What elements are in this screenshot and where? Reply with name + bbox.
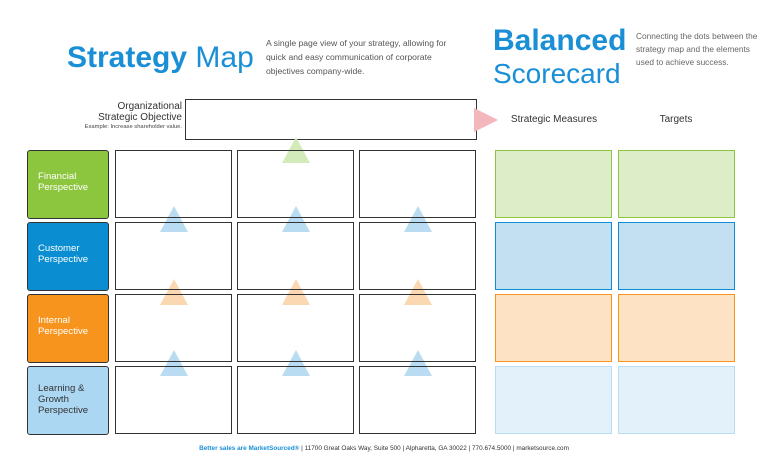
footer-brand: Better sales are MarketSourced® bbox=[199, 445, 300, 452]
perspective-label: Perspective bbox=[38, 254, 89, 265]
map-cell-learning-2[interactable] bbox=[237, 366, 354, 434]
objective-label-line1: Organizational bbox=[117, 101, 182, 112]
perspective-label: Perspective bbox=[38, 405, 89, 416]
triangle-up-icon bbox=[160, 350, 188, 376]
map-cell-internal-3[interactable] bbox=[359, 294, 476, 362]
measures-cell-internal[interactable] bbox=[495, 294, 612, 362]
perspective-learning-growth: Learning & Growth Perspective bbox=[27, 366, 109, 435]
perspective-customer: Customer Perspective bbox=[27, 222, 109, 291]
map-cell-learning-1[interactable] bbox=[115, 366, 232, 434]
perspective-label: Learning & bbox=[38, 383, 85, 394]
strategy-map-title: Strategy Map bbox=[67, 41, 254, 74]
objective-example: Example: Increase shareholder value. bbox=[84, 124, 182, 130]
triangle-up-icon bbox=[404, 279, 432, 305]
perspective-label: Customer bbox=[38, 243, 80, 254]
targets-cell-financial[interactable] bbox=[618, 150, 735, 218]
map-cell-internal-2[interactable] bbox=[237, 294, 354, 362]
triangle-up-icon bbox=[282, 350, 310, 376]
footer-phone: 770.674.5000 bbox=[472, 445, 512, 452]
perspective-label: Internal bbox=[38, 315, 70, 326]
footer-separator: | bbox=[301, 445, 303, 452]
map-cell-learning-3[interactable] bbox=[359, 366, 476, 434]
perspective-financial: Financial Perspective bbox=[27, 150, 109, 219]
objective-label-line2: Strategic Objective bbox=[98, 112, 182, 123]
footer-separator: | bbox=[402, 445, 405, 452]
footer-address: 11700 Great Oaks Way, Suite 500 bbox=[304, 445, 401, 452]
map-cell-customer-1[interactable] bbox=[115, 222, 232, 290]
arrow-right-icon bbox=[474, 108, 498, 132]
triangle-up-icon bbox=[282, 206, 310, 232]
map-cell-financial-1[interactable] bbox=[115, 150, 232, 218]
map-cell-financial-3[interactable] bbox=[359, 150, 476, 218]
balanced-scorecard-title-line1: Balanced bbox=[493, 24, 627, 57]
perspective-label: Financial bbox=[38, 171, 77, 182]
balanced-scorecard-title-line2: Scorecard bbox=[493, 58, 621, 89]
footer-separator: | bbox=[512, 445, 515, 452]
map-cell-customer-3[interactable] bbox=[359, 222, 476, 290]
strategy-map-description: A single page view of your strategy, all… bbox=[266, 38, 447, 76]
footer-website[interactable]: marketsource.com bbox=[516, 445, 569, 452]
triangle-up-icon bbox=[404, 350, 432, 376]
map-cell-customer-2[interactable] bbox=[237, 222, 354, 290]
targets-cell-internal[interactable] bbox=[618, 294, 735, 362]
measures-cell-financial[interactable] bbox=[495, 150, 612, 218]
targets-cell-learning[interactable] bbox=[618, 366, 735, 434]
targets-heading: Targets bbox=[659, 114, 693, 125]
balanced-scorecard-description: Connecting the dots between the strategy… bbox=[636, 31, 758, 67]
triangle-up-icon bbox=[404, 206, 432, 232]
footer-city: Alpharetta, GA 30022 bbox=[405, 445, 467, 452]
targets-cell-customer[interactable] bbox=[618, 222, 735, 290]
objective-input-box[interactable] bbox=[185, 99, 477, 140]
map-cell-internal-1[interactable] bbox=[115, 294, 232, 362]
strategic-measures-heading: Strategic Measures bbox=[510, 114, 598, 125]
map-cell-financial-2[interactable] bbox=[237, 150, 354, 218]
measures-cell-customer[interactable] bbox=[495, 222, 612, 290]
footer: Better sales are MarketSourced® | 11700 … bbox=[0, 445, 768, 452]
triangle-up-icon bbox=[282, 279, 310, 305]
perspective-internal: Internal Perspective bbox=[27, 294, 109, 363]
triangle-up-icon bbox=[160, 206, 188, 232]
perspective-label: Perspective bbox=[38, 182, 89, 193]
perspective-label: Perspective bbox=[38, 326, 89, 337]
perspective-label: Growth bbox=[38, 394, 69, 405]
footer-separator: | bbox=[468, 445, 471, 452]
triangle-up-icon bbox=[160, 279, 188, 305]
objective-label: Organizational Strategic Objective Examp… bbox=[60, 101, 182, 131]
measures-cell-learning[interactable] bbox=[495, 366, 612, 434]
